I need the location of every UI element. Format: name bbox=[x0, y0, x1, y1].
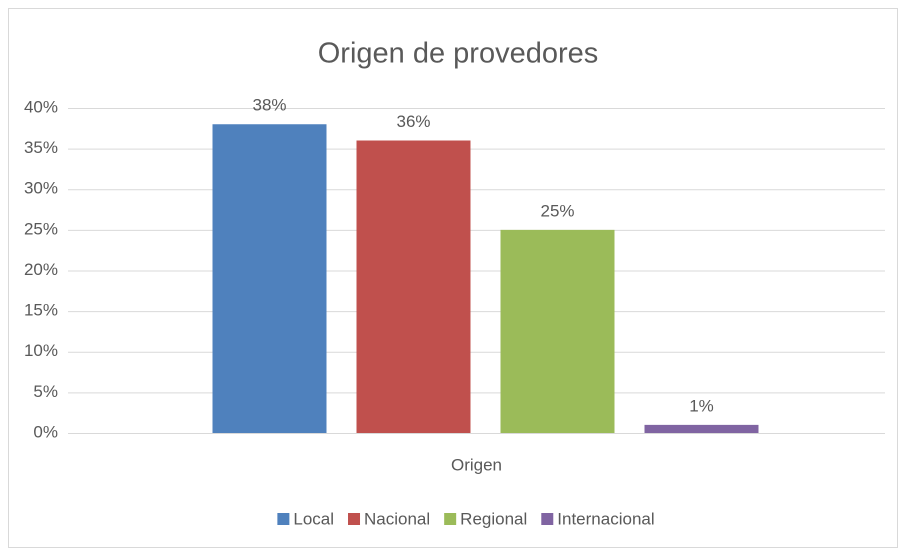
data-label: 1% bbox=[689, 396, 714, 415]
y-tick-label: 15% bbox=[24, 301, 58, 320]
y-tick-label: 5% bbox=[33, 382, 58, 401]
legend-label: Internacional bbox=[557, 509, 654, 528]
legend-label: Nacional bbox=[364, 509, 430, 528]
legend-swatch bbox=[444, 513, 457, 525]
legend-swatch bbox=[348, 513, 361, 525]
data-label: 36% bbox=[396, 112, 430, 131]
y-tick-label: 35% bbox=[24, 138, 58, 157]
y-tick-label: 0% bbox=[33, 422, 58, 441]
y-tick-label: 25% bbox=[24, 219, 58, 238]
data-label: 25% bbox=[540, 201, 574, 220]
y-tick-label: 40% bbox=[24, 97, 58, 116]
y-tick-label: 20% bbox=[24, 260, 58, 279]
y-tick-label: 30% bbox=[24, 179, 58, 198]
legend-label: Local bbox=[293, 509, 334, 528]
legend-swatch bbox=[277, 513, 290, 525]
bar bbox=[212, 124, 327, 433]
bar bbox=[500, 229, 615, 433]
bar bbox=[644, 424, 759, 433]
data-label: 38% bbox=[252, 96, 286, 115]
x-tick-label: Origen bbox=[451, 455, 502, 474]
bar bbox=[356, 140, 471, 433]
y-tick-label: 10% bbox=[24, 341, 58, 360]
chart-title: Origen de provedores bbox=[318, 38, 599, 70]
legend-label: Regional bbox=[460, 509, 527, 528]
legend-swatch bbox=[541, 513, 554, 525]
